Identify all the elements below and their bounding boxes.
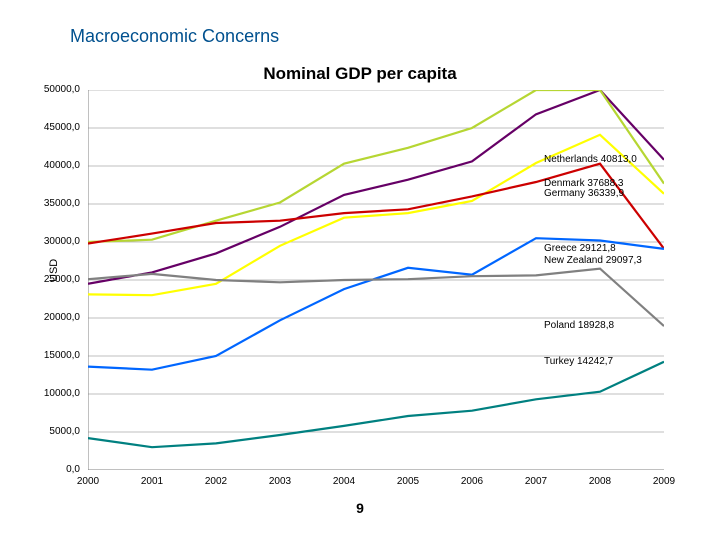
section-title: Macroeconomic Concerns — [70, 26, 279, 47]
series-label-turkey: Turkey 14242,7 — [544, 356, 613, 367]
y-tick-label: 50000,0 — [30, 84, 80, 95]
x-tick-label: 2002 — [196, 476, 236, 487]
x-tick-label: 2008 — [580, 476, 620, 487]
x-tick-label: 2004 — [324, 476, 364, 487]
series-label-germany: Germany 36339,9 — [544, 188, 624, 199]
x-tick-label: 2000 — [68, 476, 108, 487]
y-tick-label: 35000,0 — [30, 198, 80, 209]
x-tick-label: 2005 — [388, 476, 428, 487]
y-tick-label: 20000,0 — [30, 312, 80, 323]
series-label-new-zealand: New Zealand 29097,3 — [544, 255, 642, 266]
y-tick-label: 25000,0 — [30, 274, 80, 285]
y-tick-label: 5000,0 — [30, 426, 80, 437]
chart-svg — [88, 90, 664, 470]
page-root: Macroeconomic Concerns Nominal GDP per c… — [0, 0, 720, 540]
chart-title: Nominal GDP per capita — [0, 64, 720, 84]
x-tick-label: 2003 — [260, 476, 300, 487]
x-tick-label: 2001 — [132, 476, 172, 487]
y-tick-label: 10000,0 — [30, 388, 80, 399]
series-label-poland: Poland 18928,8 — [544, 320, 614, 331]
x-tick-label: 2006 — [452, 476, 492, 487]
y-tick-label: 15000,0 — [30, 350, 80, 361]
page-number: 9 — [0, 500, 720, 516]
x-tick-label: 2009 — [644, 476, 684, 487]
y-tick-label: 30000,0 — [30, 236, 80, 247]
x-tick-label: 2007 — [516, 476, 556, 487]
series-label-greece: Greece 29121,8 — [544, 243, 616, 254]
series-label-netherlands: Netherlands 40813,0 — [544, 154, 637, 165]
y-tick-label: 45000,0 — [30, 122, 80, 133]
chart-plot-area — [88, 90, 664, 470]
y-tick-label: 0,0 — [30, 464, 80, 475]
y-tick-label: 40000,0 — [30, 160, 80, 171]
